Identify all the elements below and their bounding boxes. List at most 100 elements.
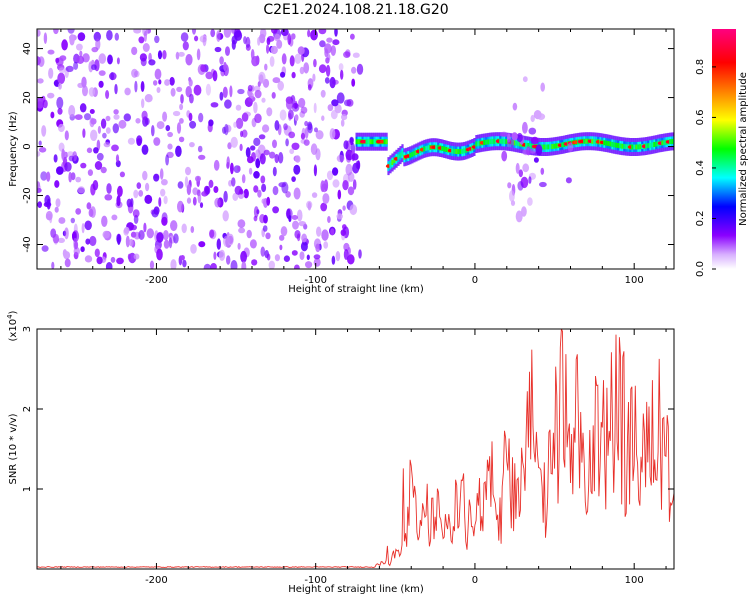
heatmap-cell (50, 111, 55, 119)
heatmap-cell (41, 245, 49, 252)
heatmap-cell (619, 143, 622, 149)
heatmap-cell (53, 154, 58, 163)
heatmap-cell (189, 142, 195, 148)
heatmap-cell (245, 147, 251, 158)
heatmap-cell (399, 152, 402, 158)
x-tick-label: 100 (625, 275, 644, 286)
snr-frame (36, 328, 675, 570)
heatmap-cell (451, 148, 454, 154)
heatmap-cell (527, 197, 533, 206)
heatmap-cell (291, 215, 298, 220)
heatmap-cell (303, 139, 310, 146)
heatmap-cell (188, 79, 193, 87)
heatmap-cell (260, 175, 266, 184)
heatmap-cell (461, 148, 464, 154)
heatmap-cell (86, 147, 93, 154)
heatmap-cell (515, 140, 518, 146)
heatmap-cell (73, 247, 81, 256)
heatmap-cell (299, 251, 305, 260)
heatmap-cell (105, 90, 110, 99)
heatmap-cell (80, 246, 85, 253)
heatmap-cell (114, 32, 120, 41)
heatmap-cell (307, 123, 313, 134)
x-tick-label: -100 (304, 275, 327, 286)
heatmap-cell (253, 101, 258, 114)
heatmap-cell (397, 154, 400, 160)
heatmap-cell (186, 197, 192, 204)
heatmap-cell (487, 139, 490, 145)
heatmap-cell (240, 250, 248, 263)
heatmap-cell (294, 230, 301, 239)
heatmap-cell (266, 253, 271, 261)
x-tick-label: -200 (145, 575, 168, 586)
heatmap-cell (55, 198, 61, 208)
heatmap-cell (119, 171, 125, 178)
heatmap-region-band (385, 144, 404, 176)
heatmap-cell (294, 114, 299, 122)
heatmap-cell (200, 64, 207, 72)
heatmap-cell (463, 148, 466, 154)
snr-y-multiplier: (x104) (6, 310, 19, 341)
heatmap-cell (299, 66, 305, 75)
heatmap-cell (161, 179, 168, 186)
heatmap-cell (188, 112, 193, 122)
heatmap-cell (61, 39, 68, 51)
heatmap-cell (345, 163, 353, 176)
heatmap-cell (131, 68, 138, 78)
heatmap-cell (198, 154, 206, 160)
heatmap-cell (271, 29, 278, 34)
heatmap-cell (291, 71, 296, 79)
heatmap-cell (326, 37, 333, 43)
heatmap-cell (197, 192, 202, 204)
heatmap-cell (475, 141, 478, 147)
heatmap-cell (56, 166, 64, 175)
heatmap-cell (199, 202, 204, 209)
colorbar-ticks: 0.0 0.2 0.4 0.6 0.8 (695, 59, 716, 277)
heatmap-cell (214, 197, 221, 208)
heatmap-cell (332, 39, 340, 46)
heatmap-cell (89, 109, 95, 114)
heatmap-cell (57, 237, 65, 243)
heatmap-cell (77, 186, 86, 194)
heatmap-cell (265, 232, 271, 240)
heatmap-cell (178, 51, 185, 57)
heatmap-cell (49, 213, 53, 224)
heatmap-cell (561, 142, 564, 148)
heatmap-cell (505, 139, 508, 145)
heatmap-cell (324, 48, 329, 58)
heatmap-cell (69, 34, 75, 46)
heatmap-cell (59, 55, 67, 61)
heatmap-cell (214, 46, 222, 53)
heatmap-cell (111, 144, 119, 152)
colorbar-tick-label: 0.2 (695, 211, 706, 227)
heatmap-cell (124, 87, 131, 96)
heatmap-cell (134, 80, 138, 93)
heatmap-cell (529, 148, 536, 154)
heatmap-cell (325, 64, 331, 77)
heatmap-cell (53, 29, 59, 35)
heatmap-cell (253, 137, 261, 147)
heatmap-cell (593, 138, 596, 144)
heatmap-cell (179, 118, 184, 124)
heatmap-cell (143, 30, 147, 42)
heatmap-cell (230, 162, 234, 175)
heatmap-cell (423, 146, 426, 152)
heatmap-cell (205, 83, 211, 96)
heatmap-cell (509, 190, 515, 202)
heatmap-cell (261, 97, 266, 103)
heatmap-cell (96, 152, 104, 161)
heatmap-cell (323, 241, 329, 249)
heatmap-cell (291, 250, 298, 256)
heatmap-cell (84, 113, 91, 121)
heatmap-cell (135, 118, 141, 124)
heatmap-cell (605, 140, 608, 146)
heatmap-cell (277, 80, 285, 91)
heatmap-cell (529, 143, 532, 149)
heatmap-cell (156, 121, 165, 130)
heatmap-region-band (403, 132, 674, 167)
heatmap-cell (300, 106, 308, 114)
heatmap-cell (607, 141, 610, 146)
heatmap-cell (178, 136, 185, 143)
heatmap-cell (96, 256, 103, 265)
heatmap-cell (47, 49, 55, 55)
